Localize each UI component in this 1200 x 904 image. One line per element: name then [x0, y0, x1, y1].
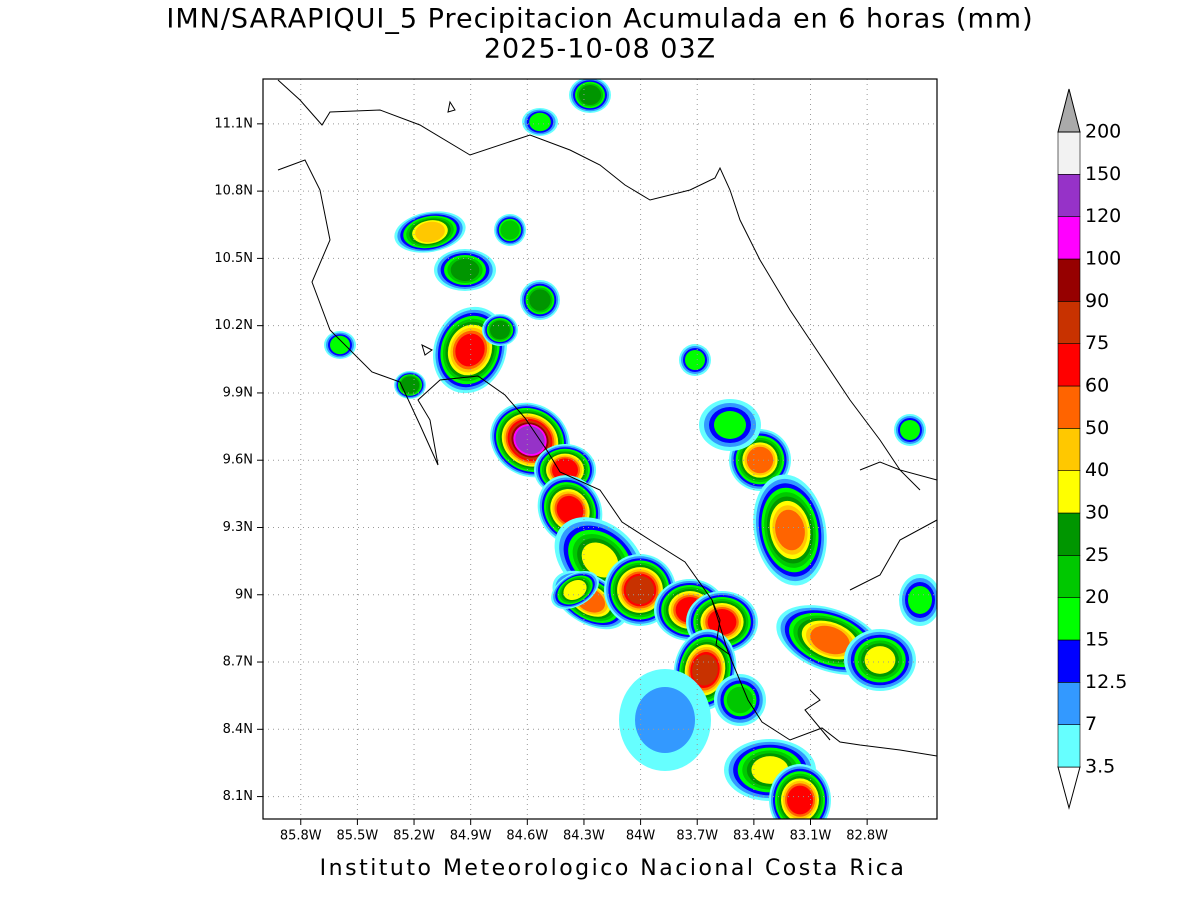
- y-tick-label: 10.2N: [214, 318, 253, 333]
- colorbar-segment: [1057, 428, 1081, 471]
- border-north: [277, 79, 937, 481]
- x-tick-label: 82.8W: [846, 829, 888, 844]
- colorbar-segment: [1057, 216, 1081, 260]
- colorbar-label: 150: [1085, 163, 1121, 185]
- colorbar-label: 3.5: [1085, 756, 1115, 778]
- precip-contour: [400, 376, 420, 394]
- colorbar-segment: [1057, 174, 1081, 217]
- map-frame: [262, 78, 938, 820]
- colorbar-segment: [1057, 343, 1081, 387]
- y-tick-label: 9.6N: [223, 453, 253, 468]
- colorbar-label: 100: [1085, 248, 1121, 270]
- colorbar-segment: [1057, 597, 1081, 641]
- precip-contour: [714, 411, 746, 439]
- precip-contour: [787, 785, 813, 815]
- x-tick-label: 84.6W: [506, 829, 548, 844]
- precip-contour: [515, 425, 545, 455]
- colorbar-label: 12.5: [1085, 671, 1127, 693]
- precip-contour: [908, 586, 932, 614]
- colorbar-over: [1057, 88, 1081, 133]
- footer: Instituto Meteorologico Nacional Costa R…: [320, 856, 907, 881]
- precip-contour: [625, 575, 655, 605]
- y-tick-label: 8.1N: [223, 789, 253, 804]
- colorbar-label: 7: [1085, 713, 1097, 735]
- precip-contour: [746, 446, 774, 474]
- colorbar-label: 200: [1085, 121, 1121, 143]
- y-tick-label: 11.1N: [214, 116, 253, 131]
- x-tick-label: 84.3W: [563, 829, 605, 844]
- precip-contour: [529, 112, 551, 132]
- x-tick-label: 83.4W: [733, 829, 775, 844]
- colorbar-segment: [1057, 639, 1081, 683]
- colorbar-segment: [1057, 724, 1081, 768]
- precip-contour: [556, 495, 584, 525]
- precip-contour: [726, 686, 754, 714]
- island: [421, 100, 456, 356]
- colorbar-label: 30: [1085, 502, 1109, 524]
- colorbar-label: 20: [1085, 586, 1109, 608]
- colorbar-label: 50: [1085, 417, 1109, 439]
- colorbar-label: 120: [1085, 205, 1121, 227]
- precip-contour: [707, 609, 737, 635]
- y-tick-label: 8.7N: [223, 655, 253, 670]
- x-tick-label: 85.2W: [393, 829, 435, 844]
- map-subtitle: 2025-10-08 03Z: [484, 34, 716, 65]
- precip-contour: [581, 542, 619, 578]
- colorbar-label: 15: [1085, 629, 1109, 651]
- map-title: IMN/SARAPIQUI_5 Precipitacion Acumulada …: [166, 4, 1033, 35]
- precip-contour: [900, 420, 920, 440]
- x-tick-label: 84W: [626, 829, 656, 844]
- colorbar-under: [1057, 766, 1081, 810]
- coast-pacific: [277, 159, 937, 757]
- colorbar-label: 75: [1085, 332, 1109, 354]
- y-tick-label: 9N: [235, 587, 253, 602]
- x-tick-label: 84.9W: [450, 829, 492, 844]
- colorbar: 3.5 7 12.5 15 20 25 30 40 50 60 75 90 100 120 150 200: [1057, 88, 1127, 810]
- precip-contour: [579, 85, 601, 105]
- precip-contour: [563, 579, 587, 601]
- precip-contour: [864, 646, 896, 674]
- precip-contour: [635, 687, 695, 753]
- coast-panama: [849, 461, 937, 591]
- precip-contour: [529, 289, 551, 311]
- precip-contour: [450, 259, 480, 281]
- colorbar-segment: [1057, 301, 1081, 344]
- y-tick-label: 10.5N: [214, 251, 253, 266]
- precip-contour: [455, 333, 485, 367]
- colorbar-label: 90: [1085, 290, 1109, 312]
- grid: 85.8W 85.5W 85.2W 84.9W 84.6W 84.3W 84W 83.7W 83…: [214, 79, 937, 844]
- precip-contour: [500, 220, 520, 240]
- x-tick-label: 83.1W: [790, 829, 832, 844]
- colorbar-segment: [1057, 258, 1081, 302]
- colorbar-segment: [1057, 385, 1081, 429]
- precip-contour: [415, 221, 445, 243]
- colorbar-label: 25: [1085, 544, 1109, 566]
- border-panama: [711, 599, 831, 741]
- precip-contour: [490, 320, 510, 340]
- colorbar-label: 40: [1085, 459, 1109, 481]
- colorbar-segment: [1057, 131, 1081, 175]
- precip-contour: [685, 350, 705, 370]
- colorbar-segment: [1057, 512, 1081, 556]
- y-tick-label: 10.8N: [214, 184, 253, 199]
- y-tick-label: 8.4N: [223, 722, 253, 737]
- colorbar-segment: [1057, 682, 1081, 725]
- x-tick-label: 85.8W: [280, 829, 322, 844]
- precipitation-field: [324, 79, 937, 819]
- coastlines: [277, 79, 937, 757]
- colorbar-segment: [1057, 470, 1081, 514]
- precip-contour: [775, 509, 805, 551]
- precip-contour: [330, 335, 350, 355]
- colorbar-label: 60: [1085, 375, 1109, 397]
- y-tick-label: 9.9N: [223, 385, 253, 400]
- precip-contour: [810, 625, 850, 655]
- colorbar-segment: [1057, 555, 1081, 598]
- x-tick-label: 83.7W: [676, 829, 718, 844]
- y-tick-label: 9.3N: [223, 520, 253, 535]
- x-tick-label: 85.5W: [336, 829, 378, 844]
